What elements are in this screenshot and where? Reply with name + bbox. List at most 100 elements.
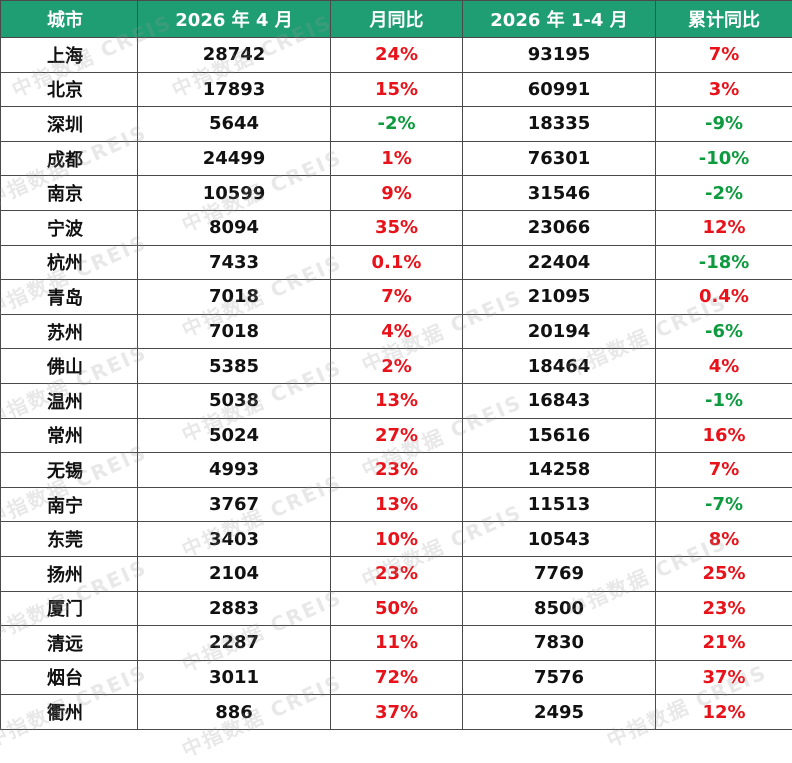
cell-city: 衢州 xyxy=(1,695,138,730)
cell-city: 清远 xyxy=(1,626,138,661)
cell-ytd: 18464 xyxy=(463,349,656,384)
cell-city: 北京 xyxy=(1,72,138,107)
cell-mom: 27% xyxy=(331,418,463,453)
cell-city: 南宁 xyxy=(1,487,138,522)
cell-mom: 4% xyxy=(331,314,463,349)
cell-april: 2883 xyxy=(138,591,331,626)
cell-mom: 2% xyxy=(331,349,463,384)
cell-city: 成都 xyxy=(1,141,138,176)
cell-ytd-yoy: -7% xyxy=(656,487,792,522)
cell-mom: 23% xyxy=(331,556,463,591)
cell-april: 28742 xyxy=(138,38,331,73)
cell-april: 10599 xyxy=(138,176,331,211)
cell-ytd-yoy: -10% xyxy=(656,141,792,176)
cell-ytd-yoy: 21% xyxy=(656,626,792,661)
cell-ytd-yoy: -1% xyxy=(656,383,792,418)
cell-city: 苏州 xyxy=(1,314,138,349)
header-ytd: 2026 年 1-4 月 xyxy=(463,1,656,38)
cell-ytd: 60991 xyxy=(463,72,656,107)
cell-ytd: 2495 xyxy=(463,695,656,730)
cell-april: 2104 xyxy=(138,556,331,591)
cell-april: 5038 xyxy=(138,383,331,418)
cell-city: 宁波 xyxy=(1,210,138,245)
header-city: 城市 xyxy=(1,1,138,38)
cell-april: 7433 xyxy=(138,245,331,280)
cell-april: 4993 xyxy=(138,453,331,488)
cell-mom: 9% xyxy=(331,176,463,211)
cell-city: 扬州 xyxy=(1,556,138,591)
cell-april: 3011 xyxy=(138,660,331,695)
cell-april: 7018 xyxy=(138,314,331,349)
cell-ytd: 7769 xyxy=(463,556,656,591)
cell-ytd: 21095 xyxy=(463,280,656,315)
cell-april: 17893 xyxy=(138,72,331,107)
cell-mom: 72% xyxy=(331,660,463,695)
cell-ytd: 16843 xyxy=(463,383,656,418)
cell-city: 温州 xyxy=(1,383,138,418)
cell-april: 886 xyxy=(138,695,331,730)
cell-mom: 37% xyxy=(331,695,463,730)
cell-mom: 50% xyxy=(331,591,463,626)
cell-ytd-yoy: 8% xyxy=(656,522,792,557)
cell-mom: 0.1% xyxy=(331,245,463,280)
cell-april: 8094 xyxy=(138,210,331,245)
cell-ytd: 23066 xyxy=(463,210,656,245)
cell-city: 青岛 xyxy=(1,280,138,315)
cell-mom: 24% xyxy=(331,38,463,73)
cell-ytd: 15616 xyxy=(463,418,656,453)
cell-ytd: 20194 xyxy=(463,314,656,349)
cell-city: 南京 xyxy=(1,176,138,211)
cell-ytd-yoy: 16% xyxy=(656,418,792,453)
table-header-row: 城市 2026 年 4 月 月同比 2026 年 1-4 月 累计同比 xyxy=(1,1,792,38)
cell-ytd: 14258 xyxy=(463,453,656,488)
header-ytd-yoy: 累计同比 xyxy=(656,1,792,38)
cell-ytd-yoy: 23% xyxy=(656,591,792,626)
cell-april: 3767 xyxy=(138,487,331,522)
cell-city: 上海 xyxy=(1,38,138,73)
cell-ytd: 18335 xyxy=(463,107,656,142)
cell-ytd-yoy: 7% xyxy=(656,38,792,73)
cell-ytd: 11513 xyxy=(463,487,656,522)
cell-city: 佛山 xyxy=(1,349,138,384)
header-mom: 月同比 xyxy=(331,1,463,38)
cell-april: 24499 xyxy=(138,141,331,176)
cell-mom: 1% xyxy=(331,141,463,176)
cell-mom: 13% xyxy=(331,487,463,522)
cell-ytd: 8500 xyxy=(463,591,656,626)
cell-city: 无锡 xyxy=(1,453,138,488)
cell-mom: 15% xyxy=(331,72,463,107)
cell-mom: -2% xyxy=(331,107,463,142)
cell-ytd-yoy: 12% xyxy=(656,695,792,730)
cell-ytd-yoy: 4% xyxy=(656,349,792,384)
cell-ytd-yoy: 37% xyxy=(656,660,792,695)
cell-mom: 23% xyxy=(331,453,463,488)
header-april: 2026 年 4 月 xyxy=(138,1,331,38)
cell-ytd: 10543 xyxy=(463,522,656,557)
cell-ytd-yoy: 12% xyxy=(656,210,792,245)
cell-ytd-yoy: -9% xyxy=(656,107,792,142)
cell-april: 5644 xyxy=(138,107,331,142)
cell-april: 7018 xyxy=(138,280,331,315)
cell-city: 东莞 xyxy=(1,522,138,557)
cell-ytd-yoy: -2% xyxy=(656,176,792,211)
cell-ytd-yoy: 3% xyxy=(656,72,792,107)
cell-ytd: 22404 xyxy=(463,245,656,280)
cell-april: 3403 xyxy=(138,522,331,557)
cell-april: 2287 xyxy=(138,626,331,661)
cell-city: 杭州 xyxy=(1,245,138,280)
